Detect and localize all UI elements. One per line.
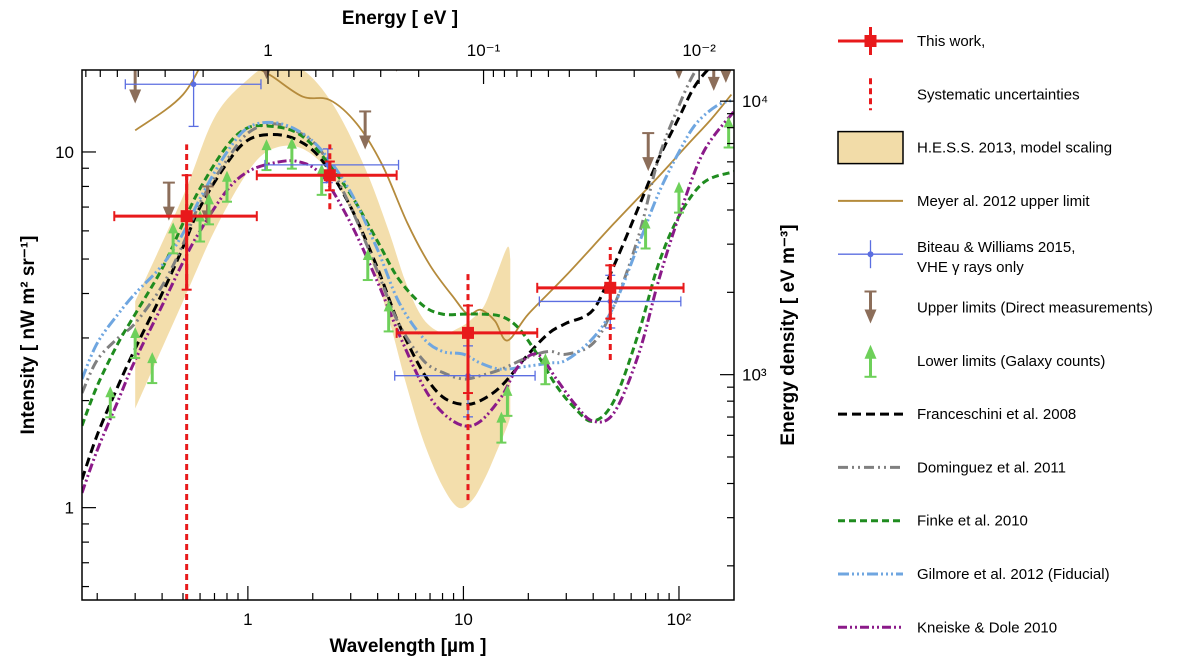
legend-h-e-s-s-2013-model-scaling-swatch [837,130,904,165]
upper-limit-0-head [129,89,142,104]
upper-limit-12-head [675,70,683,80]
series-kneiske-dole-2010-curve [82,110,734,494]
this-work-0-marker [180,210,193,223]
legend-upper-limits-direct-measurements-swatch-head [864,309,877,324]
lower-limit-1-head [105,386,116,398]
this-work-1-marker [323,169,336,182]
lower-limit-14-head [502,384,513,396]
lower-limit-4-head [168,222,179,234]
legend: This work, Systematic uncertainties H.E.S.… [837,27,1153,636]
y2-tick-label: 10⁴ [742,92,768,111]
y-tick-label: 10 [55,143,74,162]
upper-limit-1-head [154,53,166,67]
lower-limit-0-head [68,348,78,359]
legend-gilmore-et-al-2012-fiducial-label: Gilmore et al. 2012 (Fiducial) [917,566,1110,583]
y-tick-label: 1 [65,499,74,518]
legend-this-work-swatch-marker [864,35,877,47]
lower-limit-9-head [286,137,297,149]
legend-biteau-williams-2015-swatch-marker [867,251,874,258]
model-curves-layer [82,70,734,494]
plot-frame [81,69,735,601]
series-franceschini-et-al-2008-curve [82,70,710,480]
upper-limit-9-head [625,0,637,13]
lower-limit-7-head [221,170,232,182]
legend-finke-et-al-2010-label: Finke et al. 2010 [917,513,1028,530]
upper-limit-6-head [316,38,328,52]
hess-band-layer [135,70,511,509]
legend-h-e-s-s-2013-model-scaling-label: H.E.S.S. 2013, model scaling [917,140,1112,157]
x2-tick-label: 10⁻¹ [467,41,501,60]
x-tick-label: 10² [667,610,692,629]
legend-meyer-al-2012-upper-limit-label: Meyer al. 2012 upper limit [917,193,1090,210]
legend-this-work-label: This work, [917,33,985,50]
lower-limit-16-head [640,217,651,229]
legend-systematic-uncertainties-label: Systematic uncertainties [917,86,1080,103]
hess-2013-band [135,70,511,509]
upper-limit-13-head [707,76,720,91]
series-finke-et-al-2010-curve [82,124,734,427]
legend-upper-limits-direct-measurements-label: Upper limits (Direct measurements) [917,300,1153,317]
this-work-2-marker [461,326,474,339]
legend-lower-limits-galaxy-counts-label: Lower limits (Galaxy counts) [917,353,1105,370]
x2-tick-label: 10⁻² [682,41,716,60]
series-meyer-al-2012-upper-limit-curve [134,70,733,342]
upper-limit-11-head [663,39,675,53]
legend-franceschini-et-al-2008-label: Franceschini et al. 2008 [917,406,1076,423]
legend-lower-limits-galaxy-counts-swatch-head [864,344,877,359]
legend-kneiske-dole-2010-label: Kneiske & Dole 2010 [917,619,1057,636]
x-tick-label: 1 [243,610,252,629]
series-dominguez-et-al-2011-curve [82,70,698,394]
upper-limit-2-head [177,44,189,58]
upper-limit-10-head [642,157,655,172]
measurement-points-layer [113,70,685,600]
lower-limit-2-head [130,326,141,338]
y2-axis-title: Energy density [ eV m⁻³] [778,224,799,445]
y2-tick-label: 10³ [742,366,767,385]
this-work-3-marker [604,281,617,294]
lower-limit-6-head [203,193,214,205]
bw-point-0-marker [190,81,197,88]
legend-dominguez-et-al-2011-label: Dominguez et al. 2011 [917,459,1066,476]
upper-limit-14-head [720,70,732,83]
legend-biteau-williams-2015-label-line2: VHE γ rays only [917,259,1024,276]
lower-limit-12-head [383,300,394,312]
legend-biteau-williams-2015-label: Biteau & Williams 2015, [917,239,1075,256]
lower-limit-8-head [261,139,272,151]
lower-limit-18-head [723,116,734,128]
upper-limit-3-head [162,206,175,221]
lower-limit-15-head [540,353,551,365]
x2-axis-title: Energy [ eV ] [342,8,458,29]
lower-limit-11-head [362,249,373,261]
x-tick-label: 10 [454,610,473,629]
lower-limit-17-head [673,181,684,193]
lower-limit-13-head [496,411,507,423]
upper-limit-7-head [359,135,372,150]
y-axis-title: Intensity [ nW m² sr⁻¹] [18,236,39,435]
series-gilmore-et-al-2012-fiducial-curve [82,98,734,380]
x-axis-title: Wavelength [µm ] [330,636,487,657]
axes-layer: 1 10 10² 1 10⁻¹ 10⁻² 1 10 10³ 10⁴ Wavelength [µm ]… [18,8,799,657]
x2-tick-label: 1 [263,41,272,60]
lower-limit-3-head [147,352,158,364]
